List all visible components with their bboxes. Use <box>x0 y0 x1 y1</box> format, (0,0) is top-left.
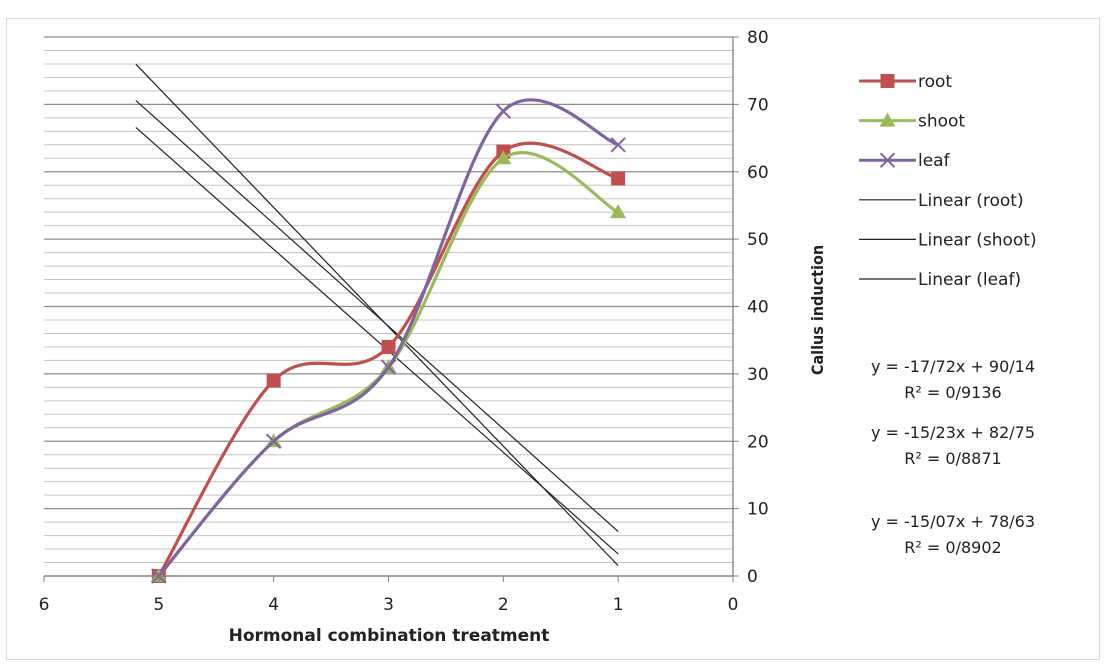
legend-entry-0: root <box>859 72 952 92</box>
series-line-leaf <box>157 98 619 578</box>
legend-entry-4: Linear (shoot) <box>859 230 1037 250</box>
data-point-shoot <box>495 150 512 165</box>
axes <box>43 36 739 582</box>
legend-entry-1: shoot <box>859 112 965 132</box>
x-tick-label: 5 <box>153 595 164 615</box>
marker-stroke <box>265 433 282 449</box>
y-tick-label: 30 <box>747 365 769 385</box>
legend-entry-3: Linear (root) <box>859 191 1024 211</box>
trendline-1 <box>135 100 619 532</box>
data-point-root <box>611 171 626 186</box>
legend-swatch-marker <box>879 152 896 168</box>
x-tick-label: 1 <box>613 595 624 615</box>
y-tick-label: 0 <box>747 567 758 587</box>
y-tick-label: 40 <box>747 298 769 318</box>
legend: root shoot leaf Linear (root) Linear (shoot)… <box>859 72 1037 290</box>
y-tick-label: 10 <box>747 500 769 520</box>
data-point-leaf <box>265 433 282 449</box>
legend-label: Linear (leaf) <box>918 270 1021 290</box>
trendline-equations: y = -17/72x + 90/14 R² = 0/9136 y = -15/23… <box>871 357 1035 557</box>
chart-frame <box>6 18 1100 660</box>
data-point-leaf <box>495 103 512 119</box>
y-tick-label: 50 <box>747 230 769 250</box>
trendline-2 <box>135 127 619 555</box>
data-point-root <box>266 373 281 388</box>
legend-entry-2: leaf <box>859 151 951 171</box>
x-tick-label: 0 <box>728 595 739 615</box>
marker-stroke <box>879 152 896 168</box>
trendline-equation: y = -15/07x + 78/63 <box>871 512 1035 531</box>
data-series <box>150 98 627 584</box>
x-tick-label: 4 <box>268 595 279 615</box>
trendline-r-squared: R² = 0/9136 <box>904 383 1001 402</box>
x-tick-label: 3 <box>383 595 394 615</box>
trendlines <box>135 63 619 567</box>
legend-label: shoot <box>918 112 965 132</box>
legend-swatch-marker <box>879 112 896 127</box>
data-point-leaf <box>610 137 626 153</box>
legend-label: Linear (shoot) <box>918 230 1037 250</box>
trendline-r-squared: R² = 0/8902 <box>904 538 1001 557</box>
legend-entry-5: Linear (leaf) <box>859 270 1021 290</box>
x-tick-label: 2 <box>498 595 509 615</box>
trendline-r-squared: R² = 0/8871 <box>904 449 1001 468</box>
legend-swatch-marker <box>880 74 895 88</box>
trendline-equation: y = -17/72x + 90/14 <box>871 357 1035 376</box>
legend-label: root <box>918 72 952 92</box>
legend-label: Linear (root) <box>918 191 1024 211</box>
y-tick-label: 60 <box>747 163 769 183</box>
trendline-equation: y = -15/23x + 82/75 <box>871 423 1035 442</box>
y-tick-label: 80 <box>747 28 769 48</box>
gridlines <box>44 36 733 577</box>
data-point-root <box>381 339 396 354</box>
data-point-leaf <box>380 359 397 375</box>
x-axis-title: Hormonal combination treatment <box>229 626 550 646</box>
marker-stroke <box>610 137 626 153</box>
x-tick-label: 6 <box>39 595 50 615</box>
legend-label: leaf <box>918 151 951 171</box>
y-axis-title: Callus induction <box>808 245 827 375</box>
marker-stroke <box>380 359 397 375</box>
y-tick-label: 20 <box>747 432 769 452</box>
data-point-shoot <box>610 204 627 219</box>
marker-stroke <box>495 103 512 119</box>
y-tick-label: 70 <box>747 95 769 115</box>
